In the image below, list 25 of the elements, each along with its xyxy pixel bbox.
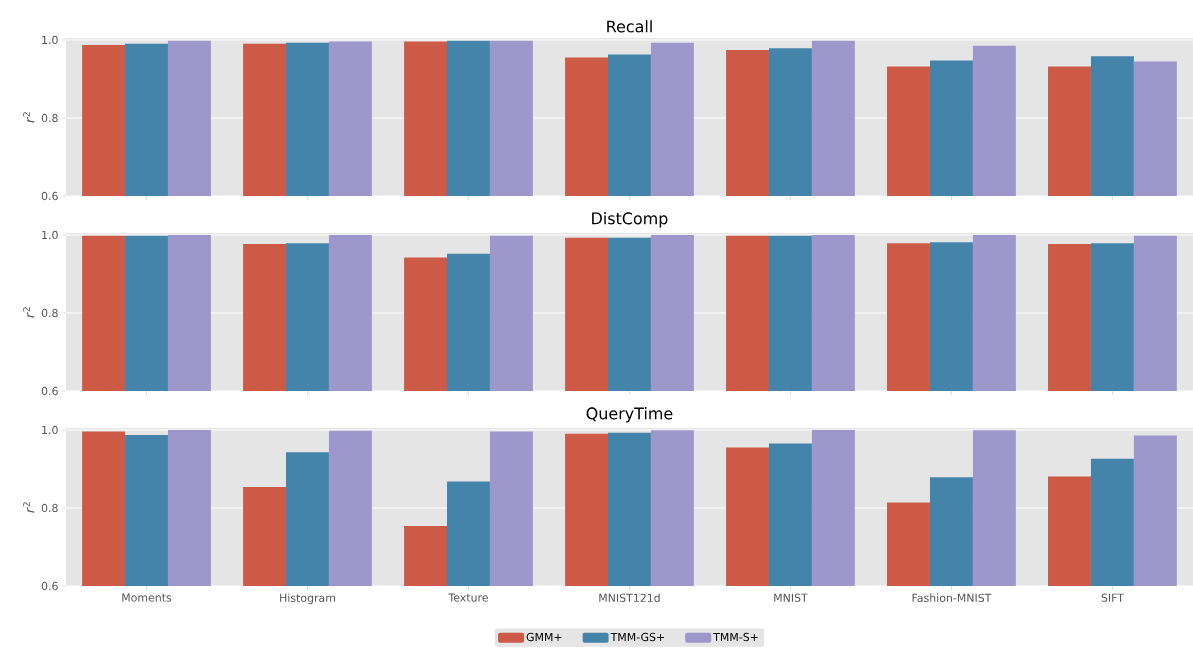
x-tick-label: Texture [448, 593, 488, 602]
y-tick-label: 1.0 [42, 230, 58, 240]
y-tick-label: 0.6 [41, 581, 58, 591]
x-tick-label: Histogram [280, 593, 335, 605]
y-tick-label: 0.6 [41, 386, 58, 396]
x-tick-label: MNIST [774, 593, 808, 602]
y-axis-title: r$^{2}$ [23, 502, 35, 513]
legend-label: TMM-GS+ [610, 632, 665, 642]
y-tick-label: 1.0 [42, 35, 58, 45]
chart-title: DistComp [592, 212, 668, 228]
x-tick-label: Fashion-MNIST [912, 593, 992, 602]
x-tick-label: Moments [122, 593, 172, 602]
chart-title: QueryTime [586, 407, 673, 423]
x-tick-label: MNIST121d [599, 593, 660, 602]
legend-label: TMM-S+ [713, 632, 758, 642]
y-axis-title: r$^{2}$ [23, 112, 35, 123]
chart-title: Recall [607, 20, 652, 33]
x-tick-label: SIFT [1101, 593, 1124, 602]
y-tick-label: 0.8 [41, 503, 58, 513]
y-tick-label: 0.8 [41, 113, 58, 123]
y-tick-label: 1.0 [42, 425, 58, 435]
y-tick-label: 0.8 [41, 308, 58, 318]
y-tick-label: 0.6 [41, 191, 58, 201]
y-axis-title: r$^{2}$ [23, 307, 35, 318]
legend-label: GMM+ [526, 632, 562, 642]
